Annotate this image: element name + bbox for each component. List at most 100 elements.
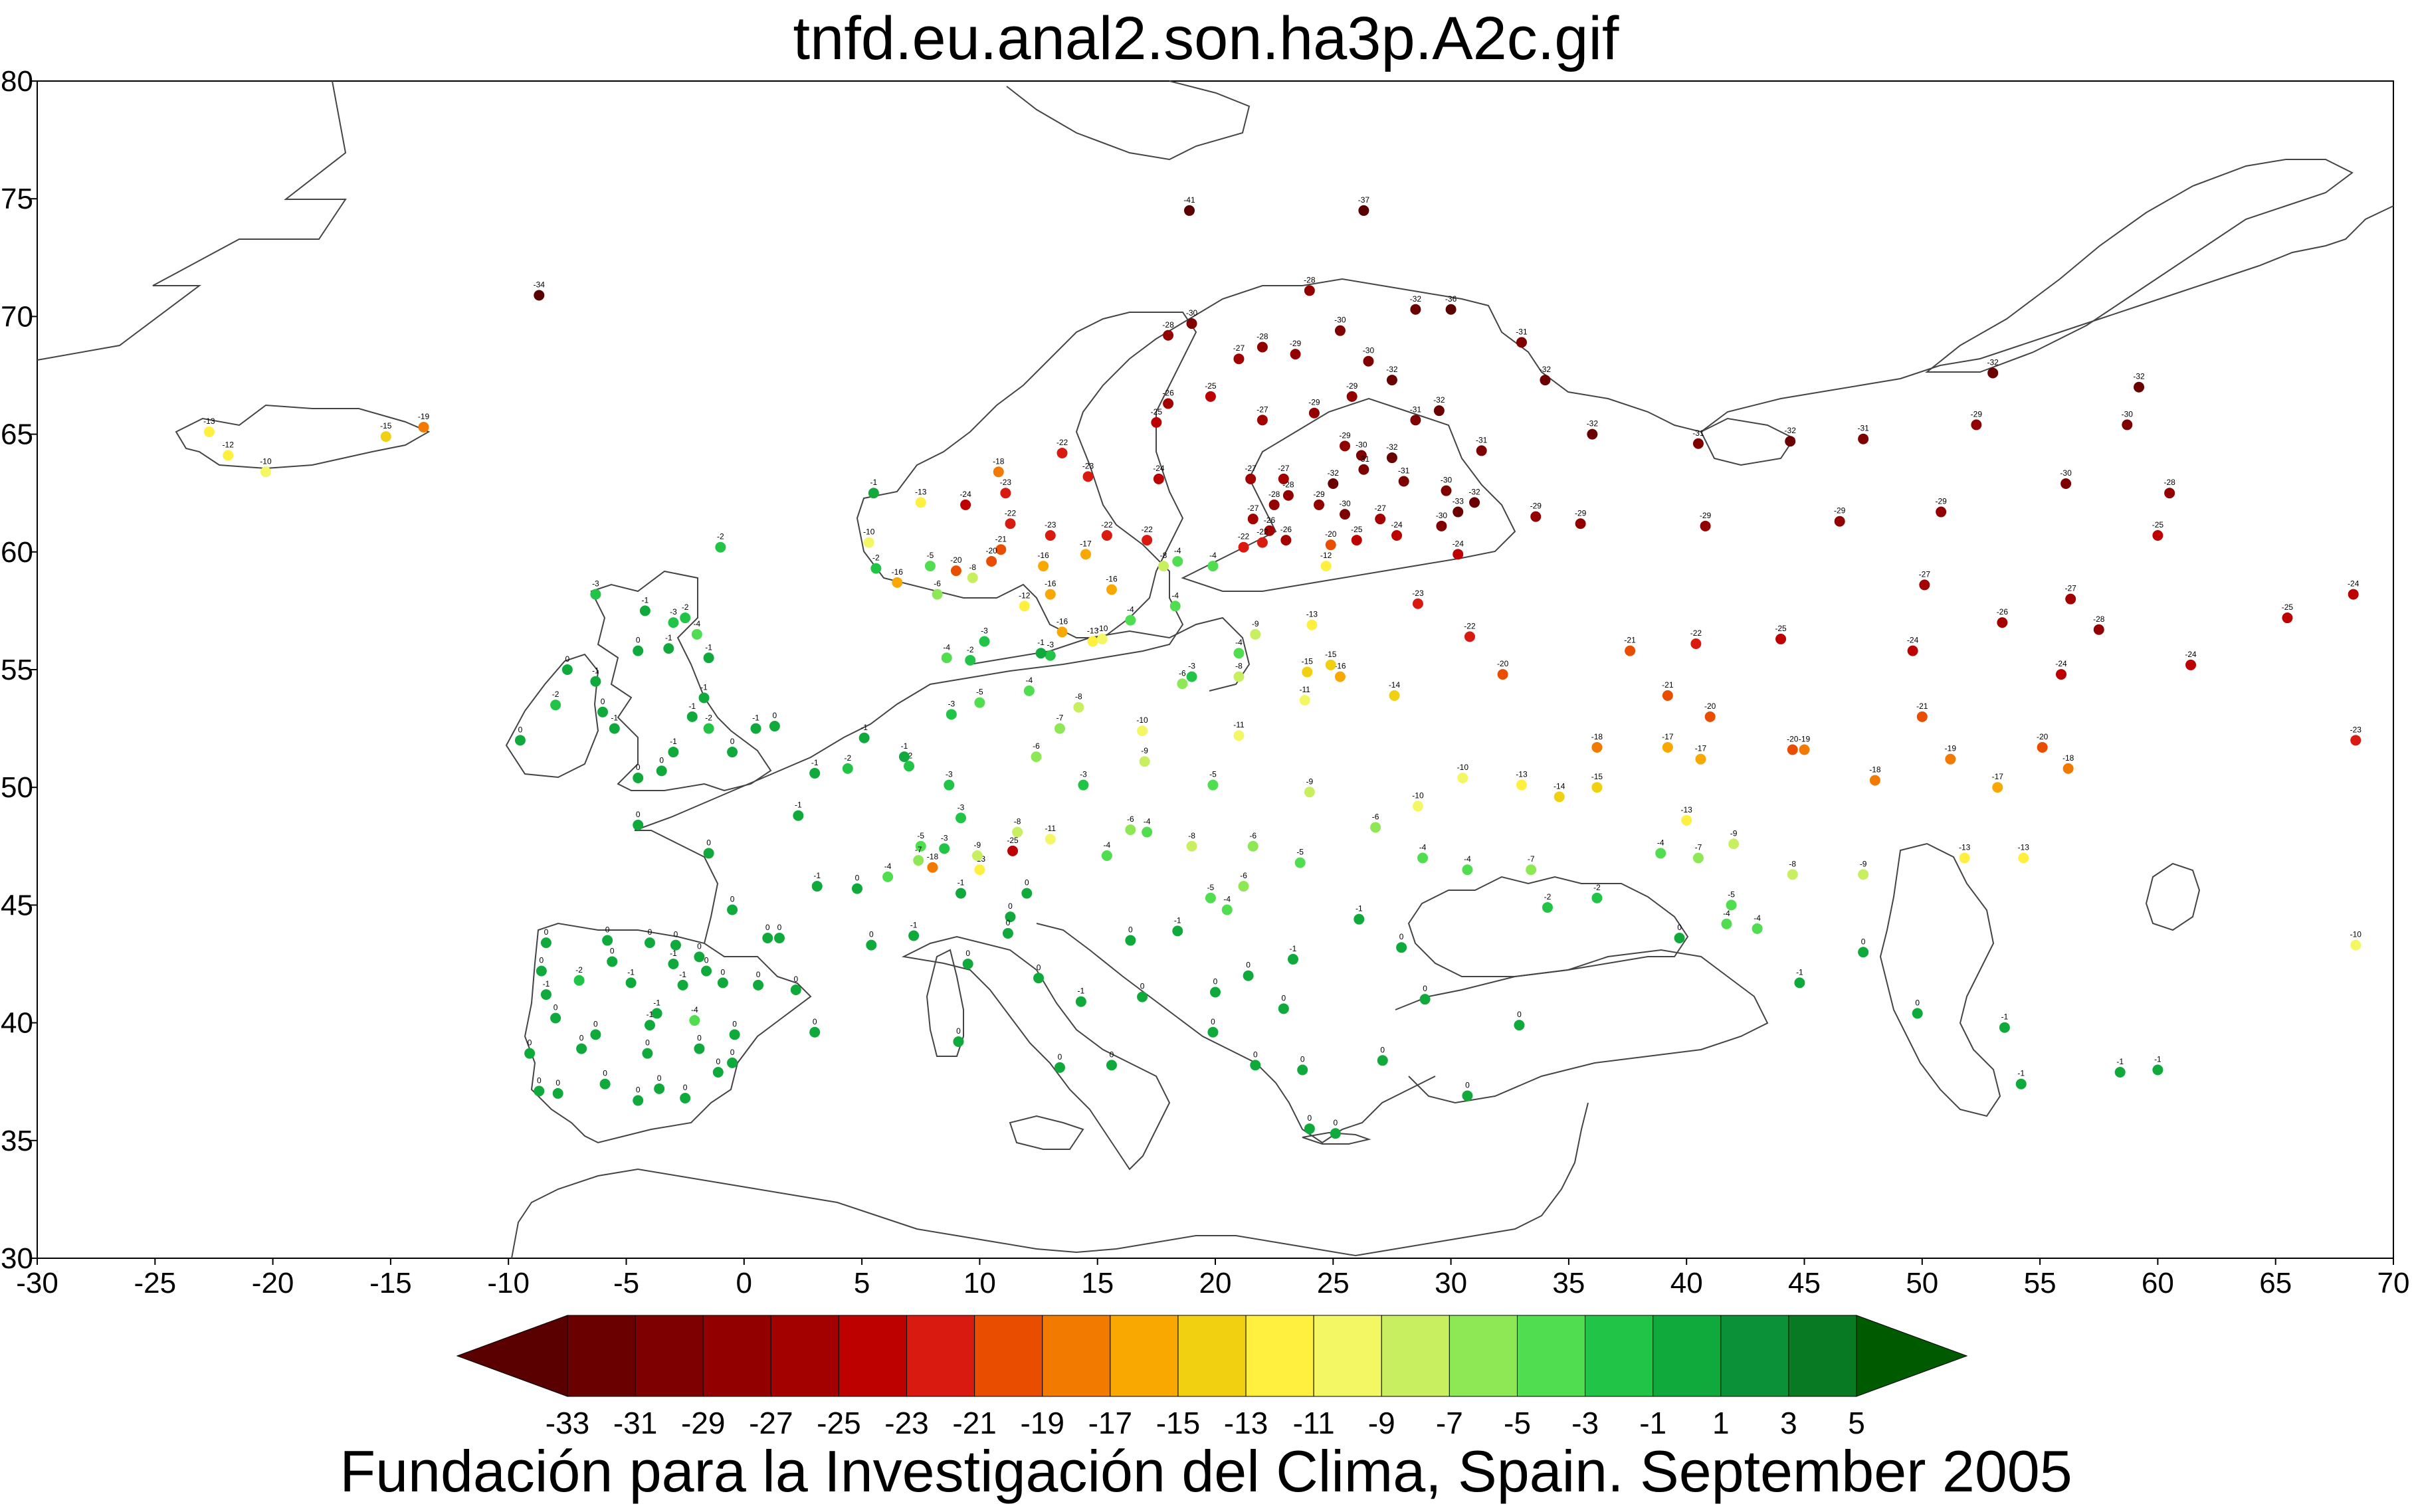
station-markers: 0-20-10-10 -1-3-1-2-4-1-1-1-20-1 000-1-3-2… — [203, 195, 2362, 1139]
station-value-label: -32 — [1785, 426, 1797, 435]
station-value-label: -28 — [2163, 478, 2175, 487]
station-dot — [2122, 419, 2133, 430]
station-dot — [540, 989, 552, 1000]
colorbar-tick-label: -29 — [681, 1406, 725, 1440]
station-dot — [1282, 490, 1294, 501]
colorbar-tick-label: -3 — [1571, 1406, 1599, 1440]
station-dot — [1306, 619, 1318, 630]
station-value-label: -25 — [2282, 603, 2294, 612]
station-dot — [534, 1086, 545, 1097]
station-dot — [950, 565, 961, 577]
station-value-label: -1 — [752, 713, 759, 723]
station-dot — [2056, 669, 2067, 680]
coastline-scandinavia — [856, 312, 1197, 638]
station-dot — [790, 984, 801, 995]
station-value-label: -24 — [1453, 539, 1464, 548]
station-dot — [1377, 1055, 1388, 1066]
colorbar-tick-label: -23 — [884, 1406, 928, 1440]
station-value-label: 0 — [636, 636, 641, 645]
station-dot — [2152, 1064, 2163, 1076]
station-value-label: 0 — [765, 923, 770, 932]
station-dot — [1205, 391, 1216, 402]
station-dot — [913, 855, 924, 866]
station-dot — [1351, 535, 1362, 546]
station-dot — [1794, 977, 1805, 989]
station-dot — [1591, 741, 1603, 753]
colorbar-swatch — [906, 1315, 975, 1397]
coastline-greenland — [37, 80, 347, 361]
station-value-label: -1 — [592, 666, 599, 676]
station-value-label: -16 — [1045, 579, 1056, 589]
station-dot — [561, 664, 573, 675]
colorbar-tick-label: -15 — [1156, 1406, 1200, 1440]
colorbar-tick-label: 5 — [1848, 1406, 1865, 1440]
station-value-label: -24 — [1153, 464, 1165, 473]
station-value-label: -30 — [1186, 308, 1198, 318]
colorbar-over-arrow — [1856, 1315, 1968, 1397]
station-value-label: -16 — [1056, 616, 1068, 626]
station-value-label: -26 — [1162, 389, 1174, 398]
station-dot — [915, 840, 926, 852]
station-dot — [689, 1015, 700, 1026]
station-value-label: -9 — [1252, 619, 1259, 628]
station-value-label: -10 — [1096, 624, 1108, 633]
station-dot — [1469, 497, 1480, 508]
station-value-label: -12 — [1320, 551, 1332, 560]
station-dot — [1078, 779, 1089, 791]
coastline-novaya-zemlya — [1925, 159, 2354, 373]
station-dot — [1912, 1008, 1923, 1019]
station-value-label: -2 — [717, 532, 724, 541]
coastline-svalbard — [1006, 80, 1251, 161]
station-value-label: -13 — [1306, 610, 1318, 619]
station-value-label: -27 — [1278, 464, 1290, 473]
station-dot — [858, 732, 870, 743]
station-dot — [703, 723, 714, 734]
station-dot — [863, 537, 874, 548]
station-value-label: -14 — [1389, 680, 1401, 690]
colorbar-swatch — [1042, 1315, 1111, 1397]
station-value-label: -28 — [1268, 490, 1280, 499]
station-value-label: -30 — [1441, 476, 1453, 485]
colorbar-swatch — [1381, 1315, 1450, 1397]
coastline-baltic — [969, 616, 1251, 692]
coastlines — [37, 80, 2394, 1259]
station-dot — [1358, 464, 1369, 475]
x-tick-label: 20 — [1199, 1267, 1232, 1299]
station-dot — [842, 763, 853, 774]
station-value-label: 0 — [732, 1019, 737, 1028]
station-value-label: -7 — [1528, 854, 1535, 864]
station-dot — [1005, 911, 1016, 923]
station-dot — [1233, 671, 1245, 682]
station-value-label: -31 — [1692, 428, 1704, 438]
station-dot — [932, 589, 943, 600]
station-dot — [1106, 584, 1117, 595]
station-value-label: -3 — [1047, 640, 1054, 650]
station-value-label: -4 — [1174, 546, 1181, 555]
station-value-label: -18 — [2062, 753, 2074, 763]
station-value-label: -4 — [1127, 605, 1134, 614]
station-value-label: -4 — [1223, 894, 1231, 903]
station-value-label: -23 — [1082, 461, 1094, 470]
station-dot — [524, 1048, 536, 1059]
station-dot — [1787, 744, 1798, 755]
station-value-label: -22 — [1464, 621, 1476, 630]
station-value-label: 0 — [697, 941, 702, 951]
station-dot — [1858, 947, 1869, 958]
coastline-iberia — [524, 922, 812, 1144]
station-dot — [1997, 617, 2008, 628]
station-dot — [974, 864, 985, 876]
station-value-label: -4 — [1419, 843, 1427, 852]
station-value-label: -6 — [1179, 668, 1186, 678]
station-value-label: -13 — [915, 487, 927, 496]
station-dot — [654, 1083, 665, 1094]
x-tick-label: -10 — [487, 1267, 530, 1299]
x-tick-label: 65 — [2259, 1267, 2292, 1299]
station-dot — [712, 1067, 724, 1078]
coastline-mainland — [634, 205, 2394, 831]
station-dot — [694, 951, 705, 963]
station-value-label: 0 — [648, 927, 653, 937]
station-value-label: -13 — [1681, 805, 1693, 814]
coastline-crete — [1302, 1131, 1371, 1145]
station-value-label: -30 — [2122, 409, 2134, 419]
station-value-label: -11 — [1233, 720, 1245, 729]
